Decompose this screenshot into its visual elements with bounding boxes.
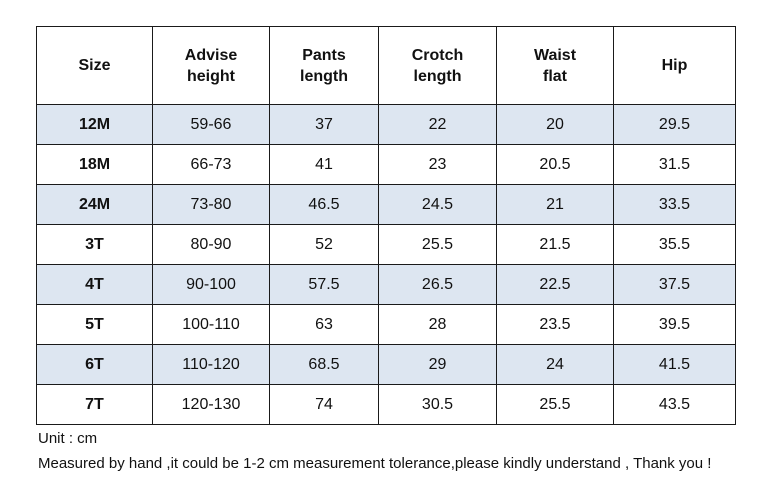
size-cell: 3T <box>36 224 153 265</box>
crotch-length-cell: 29 <box>378 344 497 385</box>
crotch-length-cell: 22 <box>378 104 497 145</box>
hip-cell: 37.5 <box>613 264 736 305</box>
size-cell: 24M <box>36 184 153 225</box>
pants-length-cell: 57.5 <box>269 264 379 305</box>
header-advise-height: Advise height <box>152 26 270 105</box>
advise-height-cell: 90-100 <box>152 264 270 305</box>
header-waist-flat: Waist flat <box>496 26 614 105</box>
table-row: 24M 73-80 46.5 24.5 21 33.5 <box>36 184 736 225</box>
header-crotch-length-line1: Crotch <box>411 46 464 64</box>
table-row: 12M 59-66 37 22 20 29.5 <box>36 104 736 145</box>
crotch-length-cell: 24.5 <box>378 184 497 225</box>
waist-flat-cell: 23.5 <box>496 304 614 345</box>
size-cell: 4T <box>36 264 153 305</box>
advise-height-cell: 80-90 <box>152 224 270 265</box>
header-pants-length-line1: Pants <box>302 46 346 64</box>
header-size-label: Size <box>78 57 111 74</box>
waist-flat-cell: 21 <box>496 184 614 225</box>
header-pants-length-line2: length <box>300 67 348 85</box>
table-row: 3T 80-90 52 25.5 21.5 35.5 <box>36 224 736 265</box>
header-crotch-length-line2: length <box>413 67 462 85</box>
waist-flat-cell: 20 <box>496 104 614 145</box>
hip-cell: 31.5 <box>613 144 736 185</box>
table-row: 7T 120-130 74 30.5 25.5 43.5 <box>36 384 736 425</box>
hip-cell: 29.5 <box>613 104 736 145</box>
advise-height-cell: 59-66 <box>152 104 270 145</box>
hip-cell: 35.5 <box>613 224 736 265</box>
waist-flat-cell: 24 <box>496 344 614 385</box>
size-cell: 5T <box>36 304 153 345</box>
hip-cell: 39.5 <box>613 304 736 345</box>
hip-cell: 43.5 <box>613 384 736 425</box>
waist-flat-cell: 20.5 <box>496 144 614 185</box>
table-row: 18M 66-73 41 23 20.5 31.5 <box>36 144 736 185</box>
header-pants-length: Pants length <box>269 26 379 105</box>
size-cell: 18M <box>36 144 153 185</box>
advise-height-cell: 73-80 <box>152 184 270 225</box>
pants-length-cell: 74 <box>269 384 379 425</box>
table-row: 5T 100-110 63 28 23.5 39.5 <box>36 304 736 345</box>
header-advise-height-line2: height <box>187 67 235 85</box>
crotch-length-cell: 26.5 <box>378 264 497 305</box>
pants-length-cell: 46.5 <box>269 184 379 225</box>
advise-height-cell: 100-110 <box>152 304 270 345</box>
header-crotch-length: Crotch length <box>378 26 497 105</box>
header-row: Size Advise height Pants length Crotch l… <box>36 26 736 105</box>
advise-height-cell: 110-120 <box>152 344 270 385</box>
pants-length-cell: 52 <box>269 224 379 265</box>
header-size: Size <box>36 26 153 105</box>
measurement-note: Measured by hand ,it could be 1-2 cm mea… <box>38 455 712 472</box>
crotch-length-cell: 30.5 <box>378 384 497 425</box>
header-waist-flat-line1: Waist <box>533 46 577 64</box>
header-hip: Hip <box>613 26 736 105</box>
waist-flat-cell: 25.5 <box>496 384 614 425</box>
unit-note: Unit : cm <box>38 430 98 447</box>
pants-length-cell: 37 <box>269 104 379 145</box>
hip-cell: 41.5 <box>613 344 736 385</box>
size-cell: 6T <box>36 344 153 385</box>
table-row: 4T 90-100 57.5 26.5 22.5 37.5 <box>36 264 736 305</box>
header-waist-flat-line2: flat <box>543 67 567 85</box>
pants-length-cell: 63 <box>269 304 379 345</box>
header-advise-height-line1: Advise <box>184 46 238 64</box>
header-hip-label: Hip <box>661 57 688 74</box>
table-row: 6T 110-120 68.5 29 24 41.5 <box>36 344 736 385</box>
crotch-length-cell: 28 <box>378 304 497 345</box>
crotch-length-cell: 25.5 <box>378 224 497 265</box>
advise-height-cell: 120-130 <box>152 384 270 425</box>
pants-length-cell: 68.5 <box>269 344 379 385</box>
hip-cell: 33.5 <box>613 184 736 225</box>
size-chart-table: Size Advise height Pants length Crotch l… <box>36 26 736 425</box>
pants-length-cell: 41 <box>269 144 379 185</box>
crotch-length-cell: 23 <box>378 144 497 185</box>
waist-flat-cell: 22.5 <box>496 264 614 305</box>
advise-height-cell: 66-73 <box>152 144 270 185</box>
size-cell: 7T <box>36 384 153 425</box>
size-cell: 12M <box>36 104 153 145</box>
waist-flat-cell: 21.5 <box>496 224 614 265</box>
